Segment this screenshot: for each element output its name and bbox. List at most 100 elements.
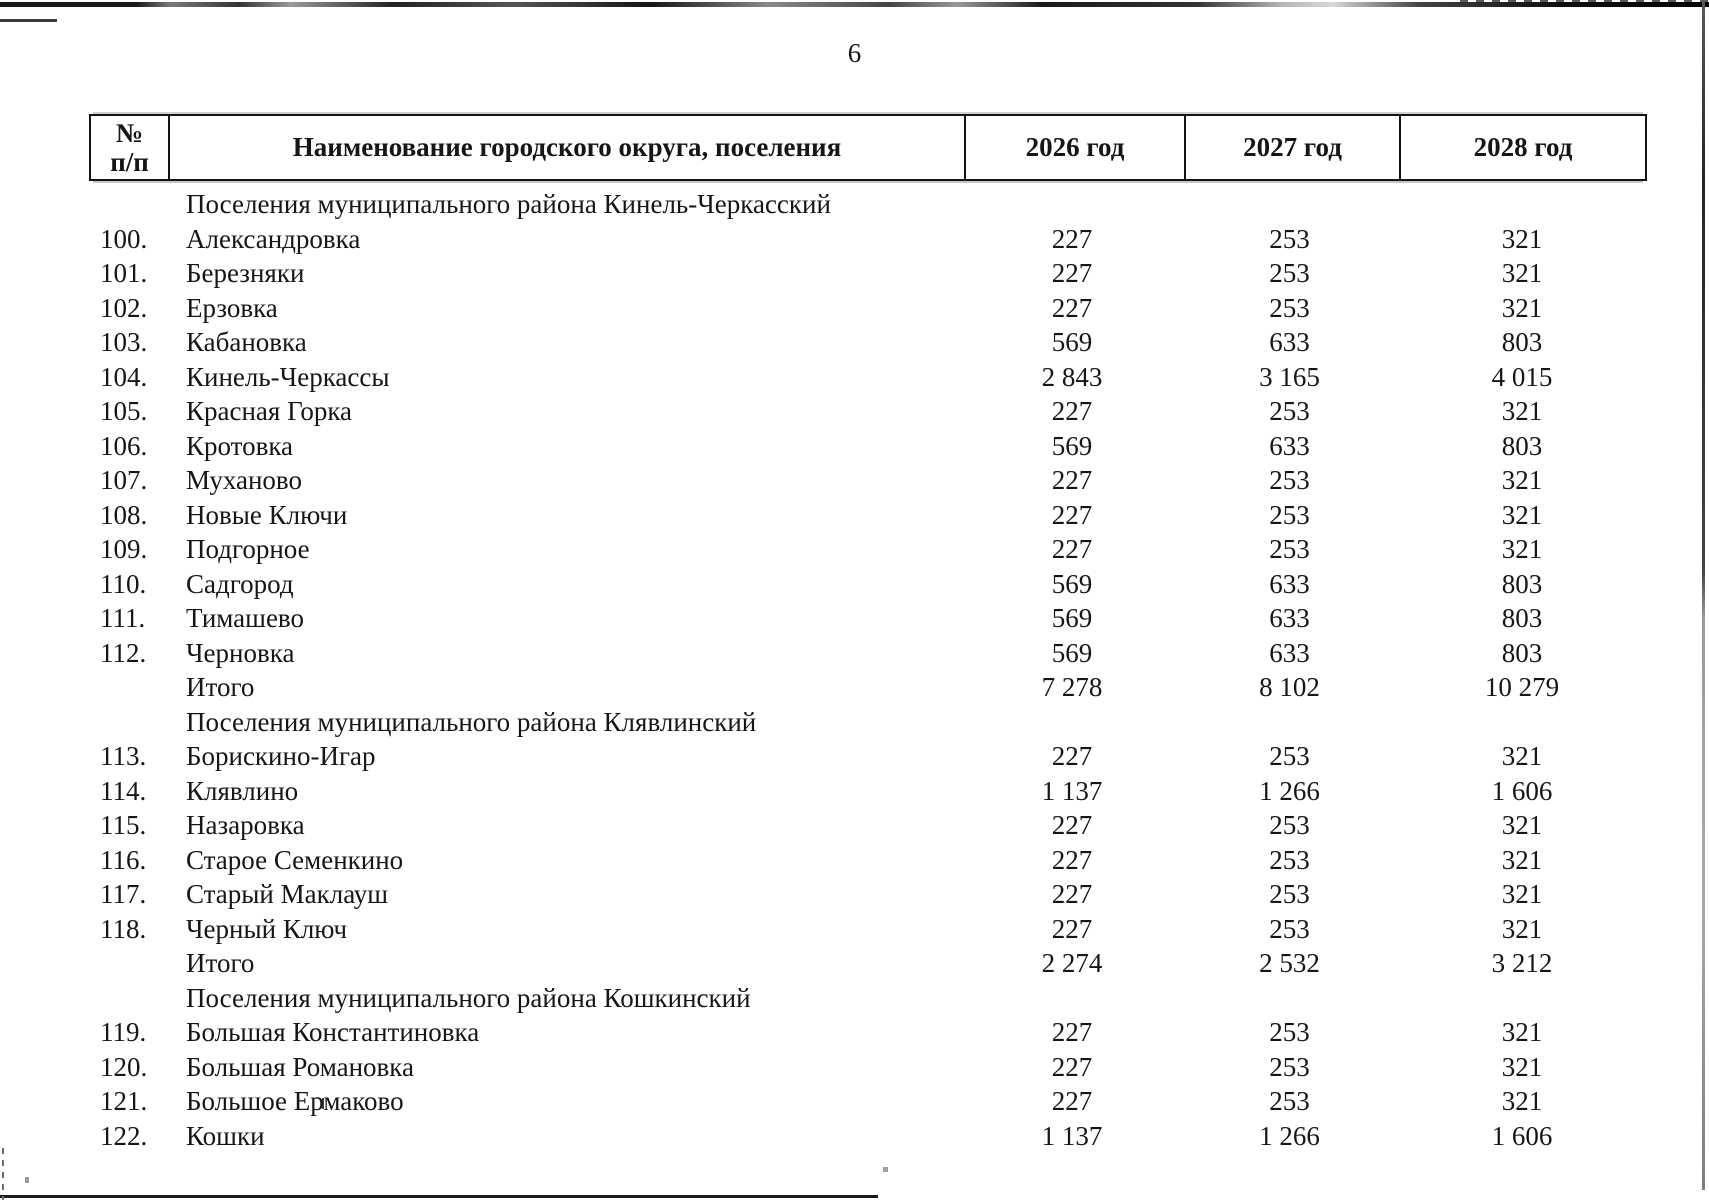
value-2027: 253 — [1269, 465, 1310, 496]
settlement-name: Итого — [186, 672, 255, 703]
table-row: 121. Большое Ермаково 227 253 321 — [89, 1084, 1647, 1119]
settlement-name: Черновка — [186, 637, 295, 668]
settlement-name: Кабановка — [186, 327, 307, 358]
row-number: 120. — [100, 1051, 148, 1082]
scan-artifact-tick — [322, 1098, 324, 1109]
value-2028: 803 — [1501, 568, 1543, 599]
row-number: 122. — [100, 1120, 148, 1151]
value-2026: 2 274 — [1041, 948, 1103, 979]
settlement-name: Старый Маклауш — [186, 879, 389, 910]
value-2026: 227 — [1051, 1017, 1093, 1048]
table-row: 112. Черновка 569 633 803 — [89, 636, 1647, 671]
settlement-name: Кротовка — [186, 430, 294, 461]
value-2027: 253 — [1269, 1017, 1310, 1048]
value-2028: 803 — [1501, 603, 1543, 634]
value-2027: 8 102 — [1259, 672, 1320, 703]
value-2027: 633 — [1269, 327, 1310, 358]
row-number: 100. — [100, 223, 148, 254]
value-2027: 2 532 — [1259, 948, 1320, 979]
value-2027: 3 165 — [1259, 361, 1320, 392]
table-row: 100. Александровка 227 253 321 — [89, 222, 1647, 257]
section-title: Поселения муниципального района Клявлинс… — [186, 706, 757, 737]
row-number: 102. — [100, 292, 148, 323]
settlement-name: Красная Горка — [186, 396, 353, 427]
value-2026: 7 278 — [1041, 672, 1103, 703]
settlement-name: Кинель-Черкассы — [186, 361, 390, 392]
header-num-line2: п/п — [110, 146, 149, 177]
value-2027: 1 266 — [1259, 775, 1320, 806]
table-row: 120. Большая Романовка 227 253 321 — [89, 1050, 1647, 1085]
table-row: 116. Старое Семенкино 227 253 321 — [89, 843, 1647, 878]
section-title: Поселения муниципального района Кинель-Ч… — [186, 189, 831, 220]
row-number: 110. — [100, 568, 147, 599]
settlement-name: Старое Семенкино — [186, 844, 404, 875]
settlement-name: Тимашево — [186, 603, 304, 634]
value-2028: 321 — [1501, 913, 1543, 944]
settlement-name: Подгорное — [186, 534, 310, 565]
row-number: 105. — [100, 396, 148, 427]
scan-artifact-speck — [883, 1167, 888, 1172]
value-2028: 321 — [1501, 396, 1543, 427]
row-number: 118. — [100, 913, 147, 944]
scan-artifact-speck — [25, 1177, 29, 1183]
value-2026: 227 — [1051, 913, 1093, 944]
value-2028: 321 — [1501, 1017, 1543, 1048]
settlement-name: Муханово — [186, 465, 302, 496]
settlement-name: Березняки — [186, 258, 305, 289]
value-2027: 633 — [1269, 568, 1310, 599]
table-row: 115. Назаровка 227 253 321 — [89, 808, 1647, 843]
value-2026: 227 — [1051, 810, 1093, 841]
table-row: 119. Большая Константиновка 227 253 321 — [89, 1015, 1647, 1050]
row-number: 107. — [100, 465, 148, 496]
table-header-row: № п/п Наименование городского округа, по… — [89, 114, 1647, 181]
header-cell-2028: 2028 год — [1399, 116, 1645, 179]
settlement-name: Большое Ермаково — [186, 1086, 404, 1117]
settlement-name: Александровка — [186, 223, 361, 254]
table-row: 106. Кротовка 569 633 803 — [89, 429, 1647, 464]
section-header-row: Поселения муниципального района Кинель-Ч… — [89, 187, 1647, 222]
table-row: 111. Тимашево 569 633 803 — [89, 601, 1647, 636]
value-2027: 253 — [1269, 1051, 1310, 1082]
value-2027: 253 — [1269, 810, 1310, 841]
total-row: Итого 2 274 2 532 3 212 — [89, 946, 1647, 981]
row-number: 113. — [100, 741, 147, 772]
header-cell-2027: 2027 год — [1184, 116, 1399, 179]
row-number: 114. — [100, 775, 147, 806]
table-row: 105. Красная Горка 227 253 321 — [89, 394, 1647, 429]
scan-artifact-left-dashes — [2, 1148, 4, 1200]
value-2028: 321 — [1501, 499, 1543, 530]
value-2027: 253 — [1269, 396, 1310, 427]
header-cell-num: № п/п — [91, 116, 168, 179]
value-2028: 321 — [1501, 1051, 1543, 1082]
value-2028: 803 — [1501, 430, 1543, 461]
value-2027: 253 — [1269, 223, 1310, 254]
value-2026: 227 — [1051, 465, 1093, 496]
value-2028: 321 — [1501, 465, 1543, 496]
row-number: 108. — [100, 499, 148, 530]
value-2026: 227 — [1051, 1051, 1093, 1082]
table-body: Поселения муниципального района Кинель-Ч… — [89, 181, 1647, 1153]
row-number: 103. — [100, 327, 148, 358]
row-number: 101. — [100, 258, 148, 289]
total-row: Итого 7 278 8 102 10 279 — [89, 670, 1647, 705]
value-2027: 633 — [1269, 430, 1310, 461]
value-2028: 321 — [1501, 844, 1543, 875]
settlement-name: Итого — [186, 948, 255, 979]
value-2026: 569 — [1051, 637, 1093, 668]
value-2027: 253 — [1269, 844, 1310, 875]
value-2027: 633 — [1269, 637, 1310, 668]
value-2028: 1 606 — [1491, 1120, 1553, 1151]
header-cell-name: Наименование городского округа, поселени… — [168, 116, 964, 179]
value-2026: 227 — [1051, 396, 1093, 427]
value-2026: 569 — [1051, 430, 1093, 461]
settlement-name: Новые Ключи — [186, 499, 348, 530]
table-row: 117. Старый Маклауш 227 253 321 — [89, 877, 1647, 912]
value-2028: 1 606 — [1491, 775, 1553, 806]
row-number: 111. — [100, 603, 146, 634]
value-2027: 253 — [1269, 499, 1310, 530]
value-2026: 2 843 — [1041, 361, 1103, 392]
value-2028: 321 — [1501, 741, 1543, 772]
value-2028: 321 — [1501, 534, 1543, 565]
value-2028: 321 — [1501, 1086, 1543, 1117]
value-2026: 569 — [1051, 603, 1093, 634]
